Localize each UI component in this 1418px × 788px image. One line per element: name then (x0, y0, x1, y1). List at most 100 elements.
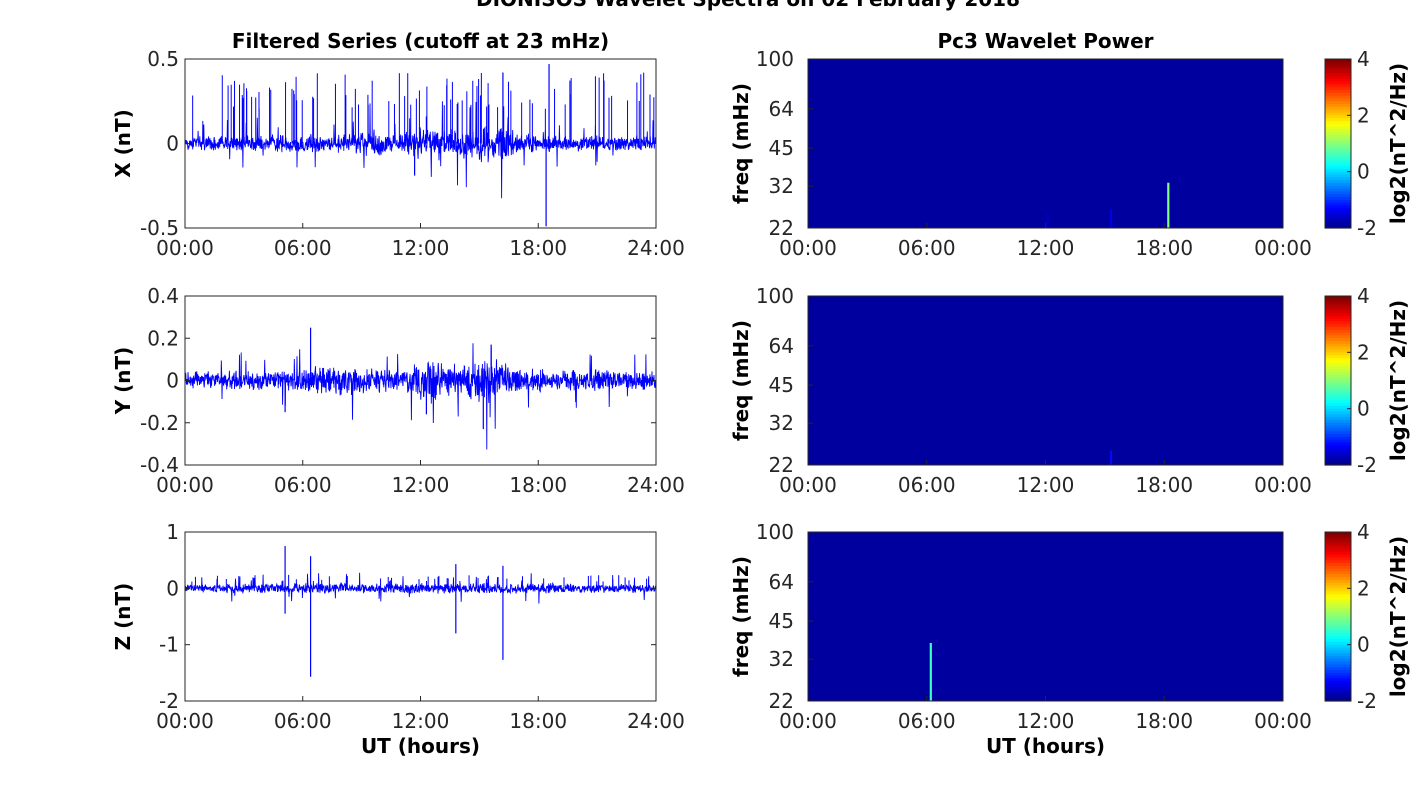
panel-1-colorbar-tick-label-0: -2 (1357, 216, 1377, 240)
panel-4-xlabel: UT (hours) (361, 734, 480, 758)
panel-1-colorbar-step (1325, 197, 1351, 201)
panel-3-colorbar-step (1325, 411, 1351, 415)
panel-5-colorbar-step (1325, 605, 1351, 609)
panel-2-ytick-label-1: -0.2 (140, 411, 179, 435)
panel-5-colorbar-step (1325, 562, 1351, 567)
panel-3-colorbar-step (1325, 332, 1351, 337)
panel-5-colorbar-step (1325, 571, 1351, 575)
panel-1-ytick-label-4: 100 (756, 47, 794, 71)
panel-5-colorbar-step (1325, 630, 1351, 634)
panel-5-colorbar-step (1325, 574, 1351, 578)
panel-5-colorbar-step (1325, 608, 1351, 612)
panel-2-xtick-label-1: 06:00 (274, 473, 332, 497)
panel-5-colorbar-step (1325, 602, 1351, 606)
panel-3-colorbar-step (1325, 363, 1351, 368)
panel-0-xtick-label-3: 18:00 (509, 236, 567, 260)
panel-1-colorbar-step (1325, 87, 1351, 91)
panel-4-ylabel: Z (nT) (111, 583, 135, 651)
panel-1-colorbar-step (1325, 177, 1351, 181)
panel-4-xtick-label-0: 00:00 (156, 709, 214, 733)
panel-5-colorbar-step (1325, 695, 1351, 699)
panel-5-colorbar-step (1325, 684, 1351, 688)
panel-3-colorbar-tick-label-3: 4 (1357, 284, 1370, 308)
panel-1-heatmap-feature-1 (1109, 209, 1113, 228)
panel-5-ytick-label-1: 32 (769, 647, 794, 671)
panel-0-title: Filtered Series (cutoff at 23 mHz) (232, 29, 609, 53)
panel-0-xtick-label-2: 12:00 (392, 236, 450, 260)
panel-1-colorbar-step (1325, 120, 1351, 125)
panel-4-xtick-label-4: 24:00 (627, 709, 685, 733)
panel-5-colorbar-step (1325, 551, 1351, 556)
panel-3-colorbar-step (1325, 307, 1351, 311)
panel-1-colorbar-step (1325, 225, 1351, 229)
panel-1-colorbar-step (1325, 202, 1351, 207)
panel-3-colorbar-tick-label-1: 0 (1357, 397, 1370, 421)
panel-1-colorbar-step (1325, 180, 1351, 184)
panel-3-colorbar-step (1325, 360, 1351, 365)
panel-1-colorbar-step (1325, 149, 1351, 153)
panel-1-colorbar-step (1325, 64, 1351, 69)
panel-1-colorbar-step (1325, 166, 1351, 170)
panel-1-colorbar-step (1325, 140, 1351, 145)
panel-1-colorbar-step (1325, 109, 1351, 114)
panel-5-colorbar-step (1325, 537, 1351, 542)
panel-3-colorbar-step (1325, 397, 1351, 401)
panel-5-colorbar-tick-label-2: 2 (1357, 576, 1370, 600)
panel-2-ylabel: Y (nT) (111, 347, 135, 416)
panel-3-colorbar-step (1325, 377, 1351, 382)
panel-1-colorbar-step (1325, 81, 1351, 85)
panel-5-colorbar-step (1325, 599, 1351, 604)
panel-2-xtick-label-3: 18:00 (509, 473, 567, 497)
panel-5-colorbar-step (1325, 678, 1351, 682)
panel-5-colorbar-step (1325, 664, 1351, 668)
panel-3-colorbar-step (1325, 383, 1351, 387)
panel-5-colorbar-step (1325, 653, 1351, 657)
panel-1-xtick-label-4: 00:00 (1254, 236, 1312, 260)
panel-3-colorbar-step (1325, 338, 1351, 342)
panel-4-plot-area (185, 532, 656, 701)
panel-5-xtick-label-4: 00:00 (1254, 709, 1312, 733)
panel-0: Filtered Series (cutoff at 23 mHz)-0.500… (111, 29, 685, 260)
panel-5-xtick-label-0: 00:00 (779, 709, 837, 733)
panel-1-colorbar-step (1325, 208, 1351, 212)
panel-4-xtick-label-3: 18:00 (509, 709, 567, 733)
panel-3-colorbar-step (1325, 304, 1351, 308)
panel-3-colorbar-step (1325, 357, 1351, 362)
panel-2-ytick-label-2: 0 (166, 369, 179, 393)
panel-5-colorbar-step (1325, 560, 1351, 564)
panel-1-colorbar-step (1325, 132, 1351, 136)
panel-3-colorbar-step (1325, 456, 1351, 460)
panel-3-colorbar-tick-label-0: -2 (1357, 453, 1377, 477)
panel-3-colorbar-step (1325, 431, 1351, 435)
panel-5-colorbar-step (1325, 554, 1351, 558)
panel-1-colorbar-step (1325, 216, 1351, 221)
panel-5-colorbar-step (1325, 582, 1351, 587)
panel-1-ytick-label-1: 32 (769, 174, 794, 198)
panel-3-colorbar-step (1325, 386, 1351, 390)
panel-3-colorbar-tick-label-2: 2 (1357, 340, 1370, 364)
panel-5-colorbar-tick-label-0: -2 (1357, 689, 1377, 713)
panel-1-colorbar-step (1325, 135, 1351, 139)
panel-3-colorbar-step (1325, 372, 1351, 376)
panel-1-colorbar-step (1325, 174, 1351, 178)
panel-1-ylabel: freq (mHz) (729, 83, 753, 204)
panel-1-colorbar-step (1325, 112, 1351, 116)
panel-3-colorbar-step (1325, 436, 1351, 441)
panel-3-colorbar-step (1325, 318, 1351, 322)
panel-1-colorbar-step (1325, 194, 1351, 198)
panel-1-colorbar-tick-label-2: 2 (1357, 103, 1370, 127)
panel-5-colorbar-step (1325, 557, 1351, 561)
panel-3-heatmap-background (808, 296, 1283, 465)
panel-5-colorbar-frame (1324, 531, 1352, 702)
panel-5-colorbar-step (1325, 540, 1351, 544)
panel-3-colorbar-step (1325, 445, 1351, 449)
panel-3-colorbar-step (1325, 380, 1351, 384)
panel-1-colorbar-step (1325, 191, 1351, 195)
panel-0-ylabel: X (nT) (111, 109, 135, 178)
panel-3-colorbar-step (1325, 335, 1351, 339)
panel-2-ytick-label-0: -0.4 (140, 453, 179, 477)
panel-5-ytick-label-4: 100 (756, 520, 794, 544)
panel-5-colorbar-tick-label-1: 0 (1357, 633, 1370, 657)
panel-1-colorbar-step (1325, 84, 1351, 88)
panel-3-colorbar-step (1325, 329, 1351, 334)
